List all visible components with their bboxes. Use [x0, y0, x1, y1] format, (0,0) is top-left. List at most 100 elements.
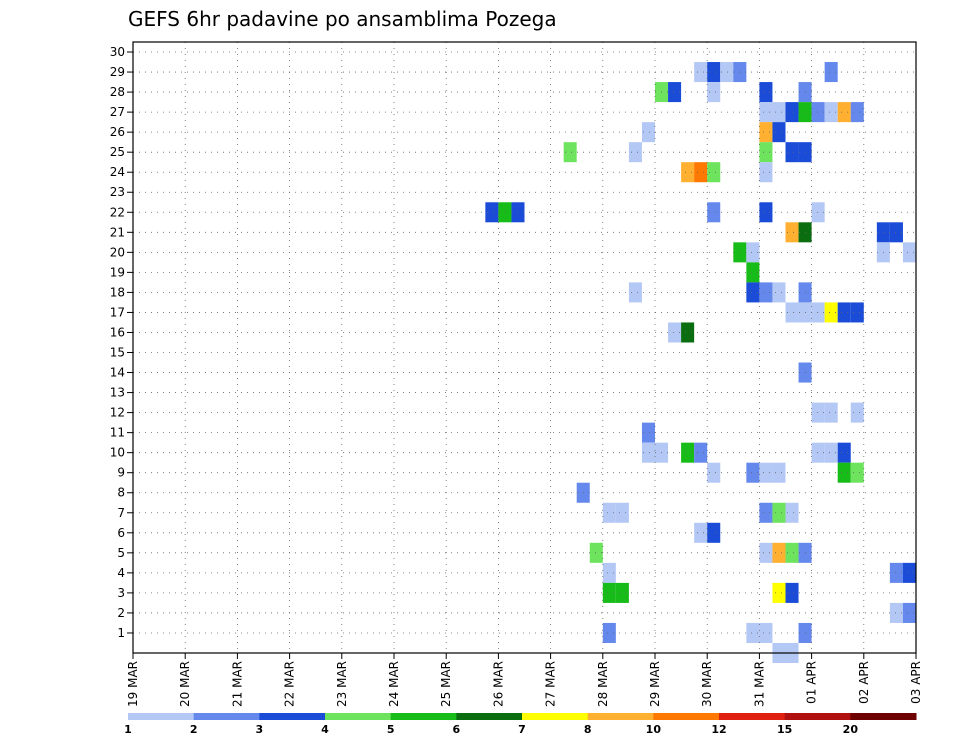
heatmap-cell	[746, 622, 760, 643]
y-tick-label: 20	[110, 245, 125, 259]
colorbar-swatch	[653, 713, 720, 720]
heatmap-cell	[889, 562, 903, 583]
x-tick-label: 02 APR	[857, 661, 871, 704]
x-tick-label: 19 MAR	[126, 661, 140, 707]
heatmap-cell	[746, 462, 760, 483]
colorbar-swatch	[522, 713, 589, 720]
colorbar-label: 7	[518, 723, 526, 736]
y-tick-label: 23	[110, 185, 125, 199]
y-tick-label: 28	[110, 85, 125, 99]
heatmap-cell	[602, 622, 616, 643]
y-tick-label: 11	[110, 426, 125, 440]
heatmap-cell	[615, 582, 629, 603]
y-tick-label: 19	[110, 265, 125, 279]
heatmap-cell	[694, 522, 708, 543]
x-tick-label: 29 MAR	[648, 661, 662, 707]
colorbar-swatch	[456, 713, 523, 720]
x-tick-label: 23 MAR	[335, 661, 349, 707]
heatmap-cell	[811, 402, 825, 423]
heatmap-cell	[589, 542, 603, 563]
heatmap-cell	[668, 82, 682, 103]
heatmap-cell	[498, 202, 512, 223]
heatmap-cell	[759, 122, 773, 143]
heatmap-cell	[602, 582, 616, 603]
heatmap-cells	[485, 62, 916, 664]
heatmap-cell	[628, 142, 642, 163]
y-tick-label: 18	[110, 285, 125, 299]
heatmap-cell	[850, 402, 864, 423]
y-tick-label: 29	[110, 65, 125, 79]
heatmap-cell	[785, 502, 799, 523]
heatmap-cell	[785, 142, 799, 163]
chart-title: GEFS 6hr padavine po ansamblima Pozega	[128, 7, 557, 31]
heatmap-cell	[811, 442, 825, 463]
y-tick-label: 8	[117, 486, 125, 500]
heatmap-cell	[668, 322, 682, 343]
heatmap-cell	[889, 602, 903, 623]
heatmap-cell	[759, 462, 773, 483]
colorbar-label: 10	[646, 723, 662, 736]
x-tick-label: 26 MAR	[491, 661, 505, 707]
y-tick-label: 7	[117, 506, 125, 520]
x-tick-label: 27 MAR	[544, 661, 558, 707]
y-axis: 1234567891011121314151617181920212223242…	[110, 45, 133, 640]
heatmap-cell	[772, 462, 786, 483]
heatmap-cell	[707, 462, 721, 483]
colorbar-label: 3	[256, 723, 264, 736]
y-tick-label: 2	[117, 606, 125, 620]
x-tick-label: 20 MAR	[178, 661, 192, 707]
x-tick-label: 03 APR	[909, 661, 923, 704]
heatmap-cell	[707, 522, 721, 543]
x-tick-label: 21 MAR	[230, 661, 244, 707]
heatmap-cell	[641, 442, 655, 463]
y-tick-label: 6	[117, 526, 125, 540]
heatmap-cell	[759, 82, 773, 103]
heatmap-cell	[746, 262, 760, 283]
x-tick-label: 24 MAR	[387, 661, 401, 707]
heatmap-cell	[641, 422, 655, 443]
heatmap-cell	[681, 322, 695, 343]
colorbar-label: 2	[190, 723, 198, 736]
heatmap-cell	[811, 302, 825, 323]
heatmap-cell	[902, 562, 916, 583]
x-axis: 19 MAR 20 MAR 21 MAR 22 MAR 23 MAR 24 MAR 25 M…	[126, 653, 923, 707]
y-tick-label: 3	[117, 586, 125, 600]
heatmap-cell	[707, 162, 721, 183]
heatmap-cell	[746, 242, 760, 263]
heatmap-cell	[824, 442, 838, 463]
y-tick-label: 9	[117, 466, 125, 480]
heatmap-cell	[759, 622, 773, 643]
heatmap-cell	[824, 302, 838, 323]
heatmap-cell	[850, 462, 864, 483]
heatmap-cell	[824, 62, 838, 83]
heatmap-cell	[602, 562, 616, 583]
y-tick-label: 27	[110, 105, 125, 119]
colorbar-label: 8	[584, 723, 592, 736]
heatmap-cell	[746, 282, 760, 303]
heatmap-cell	[759, 502, 773, 523]
heatmap-cell	[837, 302, 851, 323]
heatmap-cell	[902, 602, 916, 623]
heatmap-cell	[759, 282, 773, 303]
heatmap-cell	[602, 502, 616, 523]
heatmap-cell	[681, 442, 695, 463]
colorbar-label: 1	[124, 723, 132, 736]
y-tick-label: 17	[110, 305, 125, 319]
colorbar-label: 4	[321, 723, 329, 736]
heatmap-cell	[759, 162, 773, 183]
heatmap-cell	[889, 222, 903, 243]
heatmap-cell	[837, 102, 851, 123]
y-tick-label: 25	[110, 145, 125, 159]
colorbar-swatch	[719, 713, 786, 720]
heatmap-cell	[785, 302, 799, 323]
colorbar-swatch	[259, 713, 326, 720]
colorbar-swatch	[390, 713, 457, 720]
heatmap-cell	[720, 62, 734, 83]
y-tick-label: 30	[110, 45, 125, 59]
heatmap-cell	[772, 122, 786, 143]
y-tick-label: 12	[110, 406, 125, 420]
heatmap-cell	[759, 102, 773, 123]
heatmap-cell	[811, 102, 825, 123]
y-tick-label: 10	[110, 446, 125, 460]
